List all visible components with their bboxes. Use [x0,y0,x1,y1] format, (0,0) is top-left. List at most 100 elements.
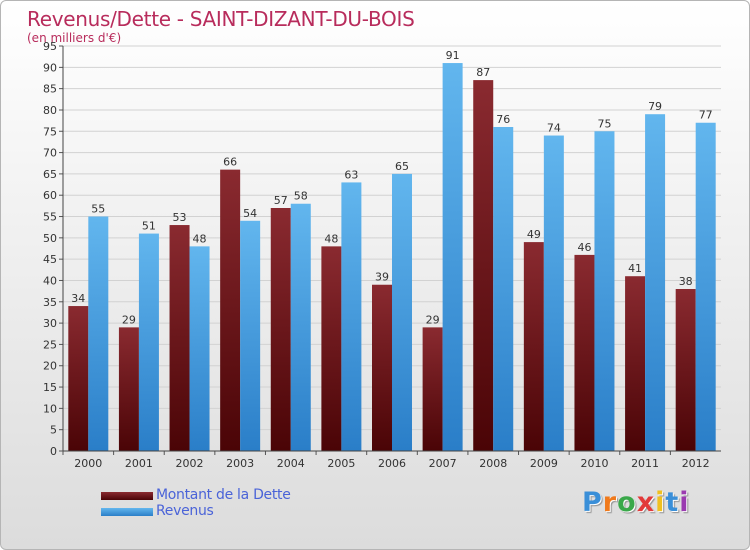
x-axis-ticks: 2000 2001 2002 2003 2004 2005 2006 2007 2008 2009… [62,451,710,470]
bar-revenue [493,127,514,451]
y-tick-label: 30 [43,317,57,330]
x-tick-label: 2009 [530,457,558,470]
data-label-revenue: 51 [142,220,156,233]
chart-subtitle: (en milliers d'€) [27,31,122,45]
y-tick-label: 25 [43,338,57,351]
data-label-revenue: 48 [193,232,207,245]
legend-label-revenue: Revenus [156,503,214,519]
data-labels: 34 55 29 51 53 48 66 54 57 58 48 63 39 65 29 91 87 76 49 74… [71,49,712,326]
data-label-revenue: 91 [446,49,460,62]
bar-revenue [695,122,716,451]
x-tick-label: 2002 [176,457,204,470]
x-tick-label: 2003 [226,457,254,470]
axes [62,46,721,452]
data-label-debt: 29 [122,313,136,326]
data-label-revenue: 63 [344,168,358,181]
x-tick-label: 2006 [378,457,406,470]
bar-revenue [341,182,362,451]
y-tick-label: 50 [43,232,57,245]
proxiti-logo: Proxiti [582,487,690,518]
legend-label-debt: Montant de la Dette [156,487,291,503]
x-tick-label: 2012 [682,457,710,470]
data-label-revenue: 65 [395,160,409,173]
data-label-debt: 87 [476,66,490,79]
bar-revenue [645,114,666,452]
y-tick-label: 5 [50,424,57,437]
logo-letter: o [617,487,637,518]
bar-debt [372,284,392,451]
bar-revenue [290,203,311,451]
y-tick-label: 85 [43,83,57,96]
y-tick-label: 95 [43,40,57,53]
x-tick-label: 2000 [74,457,102,470]
data-label-revenue: 76 [496,113,510,126]
y-axis-ticks: 0 5 10 15 20 25 30 35 40 45 50 55 60 65 70 75 80 85 90 95 [43,40,63,458]
data-label-revenue: 58 [294,190,308,203]
y-tick-label: 75 [43,125,57,138]
data-label-debt: 38 [679,275,693,288]
data-label-revenue: 54 [243,207,257,220]
chart-title: Revenus/Dette - SAINT-DIZANT-DU-BOIS [27,7,415,31]
data-label-debt: 48 [324,232,338,245]
legend-swatch-revenue [101,508,153,516]
x-tick-label: 2007 [429,457,457,470]
bar-debt [523,242,544,451]
logo-letter: i [679,487,690,518]
data-label-debt: 66 [223,156,237,169]
data-label-debt: 34 [71,292,85,305]
data-label-revenue: 55 [91,203,105,216]
data-label-revenue: 79 [648,100,662,113]
bar-debt [169,225,190,451]
data-label-debt: 29 [426,313,440,326]
bar-debt [675,289,696,451]
bar-debt [220,169,241,451]
data-label-debt: 57 [274,194,288,207]
y-tick-label: 40 [43,274,57,287]
x-tick-label: 2005 [327,457,355,470]
y-tick-label: 10 [43,402,57,415]
data-label-debt: 39 [375,271,389,284]
y-tick-label: 65 [43,168,57,181]
x-tick-label: 2011 [631,457,659,470]
x-tick-label: 2001 [125,457,153,470]
bar-revenue [543,135,564,452]
bar-revenue [240,220,261,451]
y-tick-label: 35 [43,296,57,309]
y-tick-label: 90 [43,61,57,74]
y-tick-label: 15 [43,381,57,394]
legend-swatch-debt [101,492,153,500]
bars [68,63,716,452]
data-label-revenue: 74 [547,122,561,135]
bar-debt [270,208,291,451]
bar-debt [68,306,89,451]
logo-letter: P [582,487,603,518]
data-label-debt: 46 [577,241,591,254]
logo-letter: x [636,487,656,518]
data-label-revenue: 75 [597,117,611,130]
bar-debt [118,327,139,451]
y-tick-label: 55 [43,211,57,224]
logo-letter: i [655,487,666,518]
bar-revenue [88,216,109,451]
y-tick-label: 0 [50,445,57,458]
bar-revenue [189,246,210,451]
bar-revenue [594,131,615,451]
logo-letter: t [665,487,680,518]
y-tick-label: 60 [43,189,57,202]
bar-debt [422,327,443,451]
bar-debt [321,246,342,451]
x-tick-label: 2004 [277,457,305,470]
data-label-debt: 41 [628,262,642,275]
x-tick-label: 2008 [479,457,507,470]
data-label-debt: 49 [527,228,541,241]
data-label-debt: 53 [173,211,187,224]
y-tick-label: 80 [43,104,57,117]
bar-revenue [442,63,463,451]
bar-debt [625,276,646,451]
bar-revenue [392,173,412,452]
bar-revenue [138,233,159,451]
y-tick-label: 45 [43,253,57,266]
y-tick-label: 20 [43,360,57,373]
